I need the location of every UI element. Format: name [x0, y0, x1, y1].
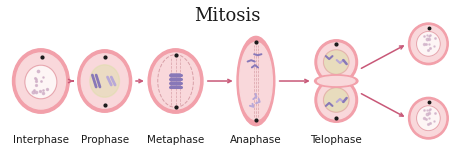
Text: Metaphase: Metaphase [147, 135, 204, 145]
Ellipse shape [411, 26, 446, 62]
Ellipse shape [409, 97, 448, 139]
Ellipse shape [318, 43, 355, 81]
Ellipse shape [315, 78, 357, 122]
Ellipse shape [90, 65, 119, 97]
Text: Prophase: Prophase [81, 135, 129, 145]
Ellipse shape [78, 50, 132, 112]
Ellipse shape [409, 23, 448, 65]
Ellipse shape [81, 54, 128, 108]
Text: Anaphase: Anaphase [230, 135, 282, 145]
Ellipse shape [318, 81, 355, 119]
Ellipse shape [315, 40, 357, 84]
Ellipse shape [323, 88, 349, 112]
Ellipse shape [239, 42, 273, 120]
Ellipse shape [148, 49, 203, 113]
Ellipse shape [323, 50, 349, 74]
Ellipse shape [237, 36, 275, 126]
Ellipse shape [16, 53, 65, 109]
Text: Mitosis: Mitosis [194, 7, 261, 25]
Ellipse shape [12, 49, 69, 113]
Ellipse shape [411, 100, 446, 136]
Ellipse shape [318, 77, 355, 85]
Ellipse shape [417, 106, 440, 131]
Text: Telophase: Telophase [310, 135, 362, 145]
Ellipse shape [152, 53, 200, 109]
Text: Interphase: Interphase [13, 135, 69, 145]
Ellipse shape [25, 65, 57, 99]
Ellipse shape [417, 31, 440, 56]
Ellipse shape [315, 75, 358, 87]
